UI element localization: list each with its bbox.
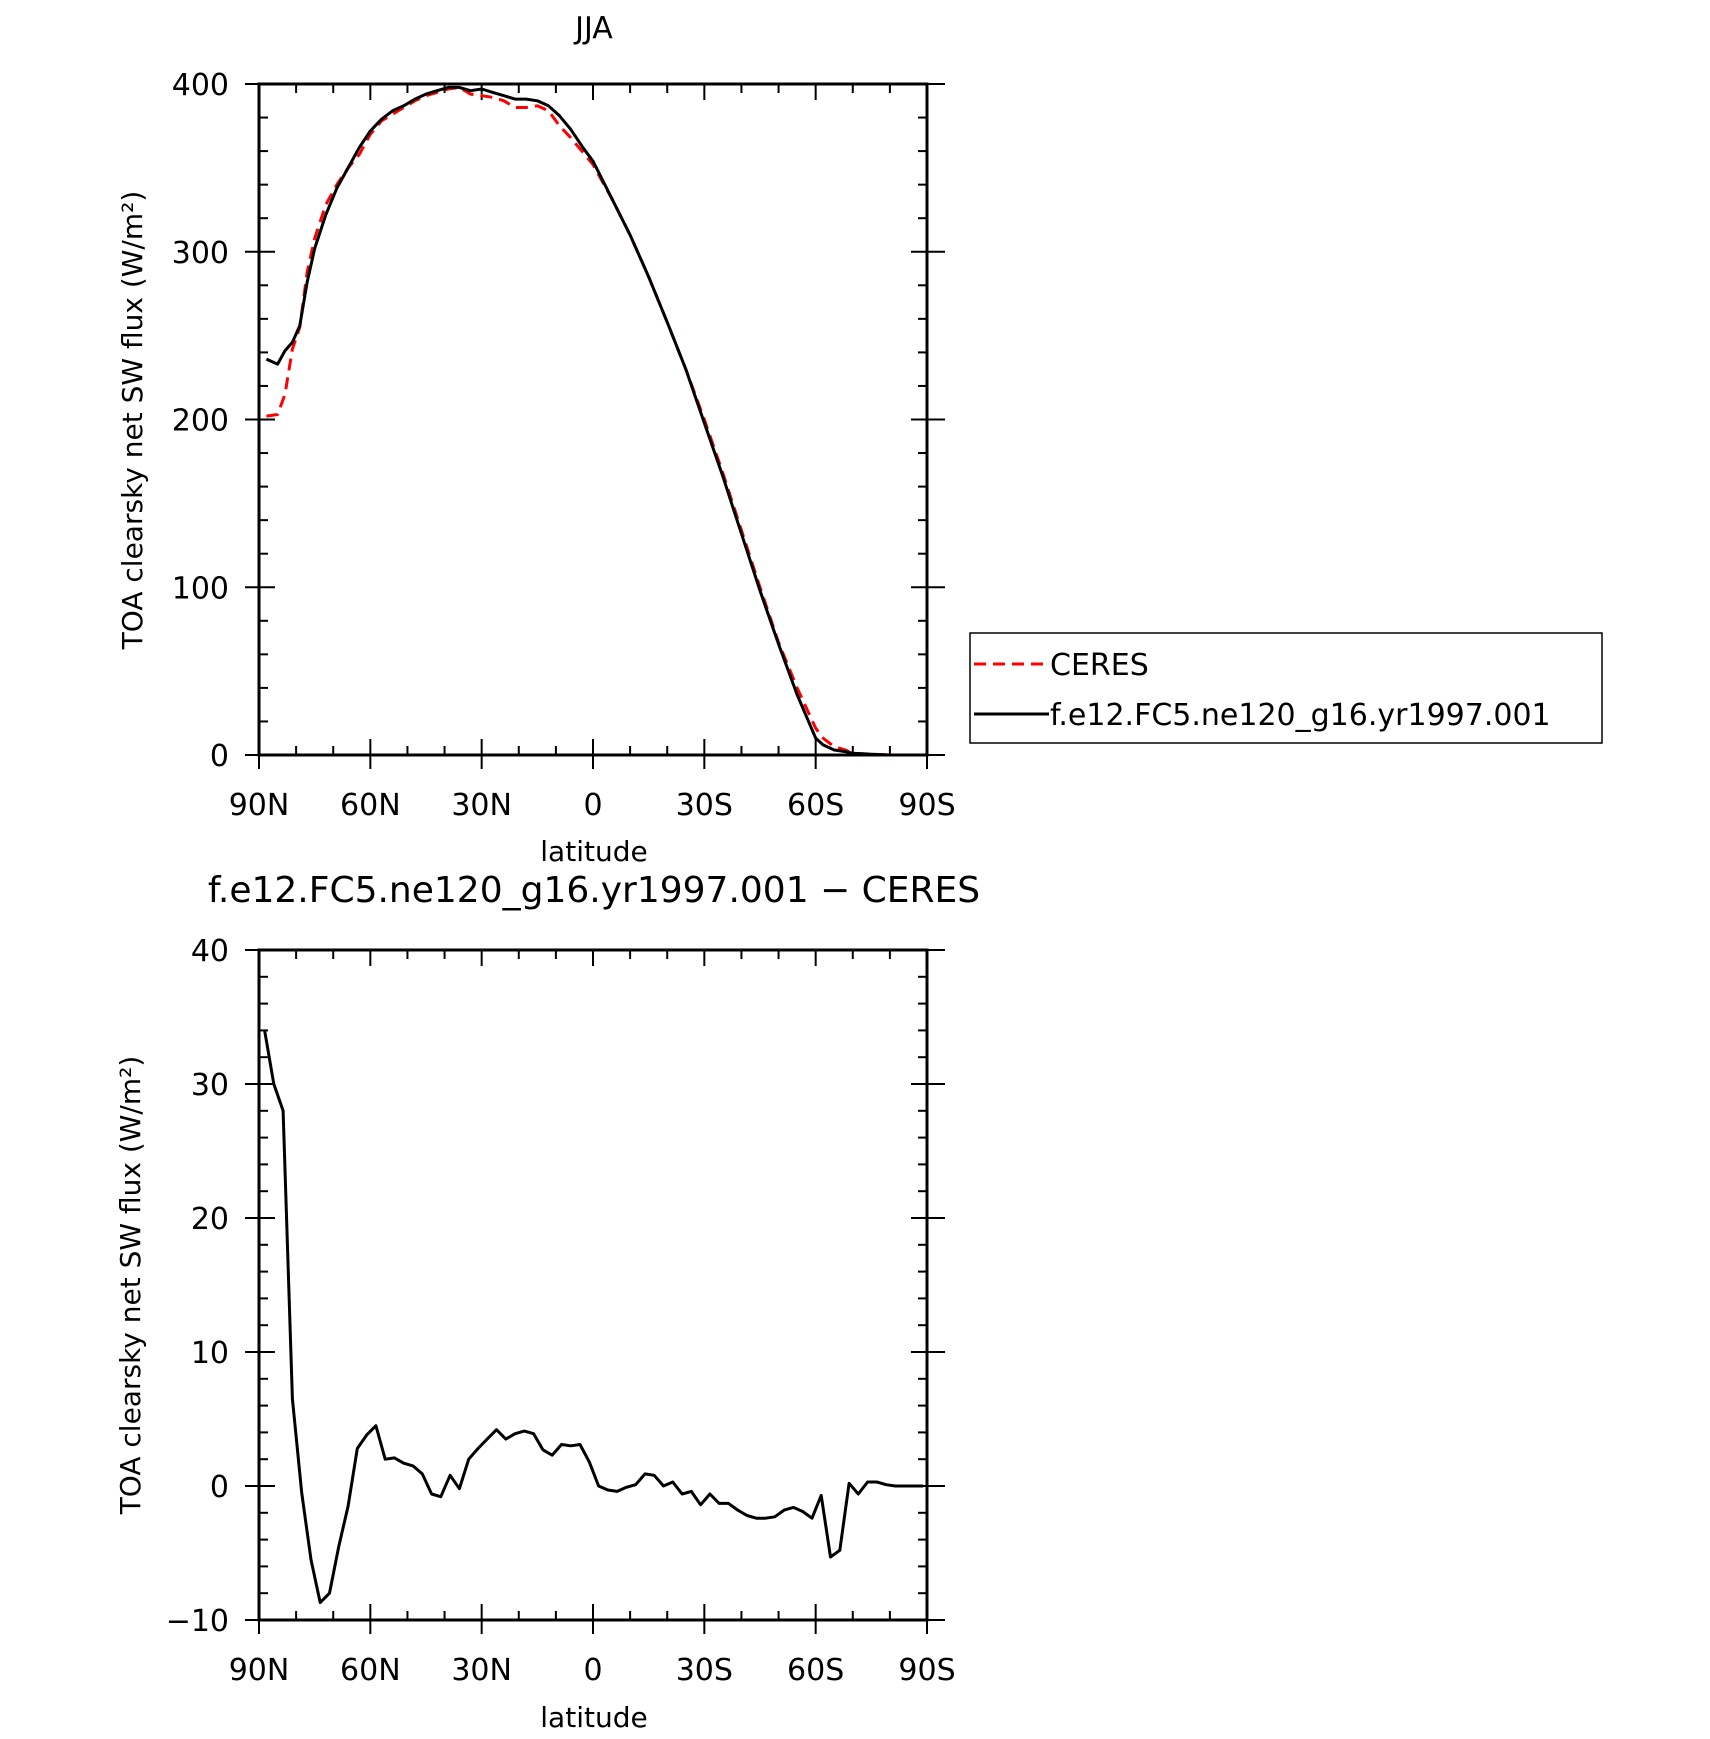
top-y-axis-label: TOA clearsky net SW flux (W/m²)	[116, 191, 149, 651]
top-x-tick-label: 60N	[340, 788, 401, 823]
bottom-x-tick-labels: 90N 60N 30N 0 30S 60S 90S	[229, 1653, 956, 1688]
bottom-y-tick-label: 20	[191, 1202, 229, 1237]
bottom-x-tick-label: 60N	[340, 1653, 401, 1688]
bottom-y-tick-label: 40	[191, 934, 229, 969]
top-x-axis-label: latitude	[540, 835, 647, 868]
bottom-x-tick-label: 0	[583, 1653, 602, 1688]
top-panel: JJA 90N 60N 30N 0 30S 60S 90S 0 100 200 300 400 la…	[116, 11, 956, 868]
bottom-series-line-1	[263, 1030, 924, 1605]
bottom-plot-frame	[257, 948, 929, 1622]
bottom-x-tick-label: 30S	[676, 1653, 733, 1688]
top-x-tick-labels: 90N 60N 30N 0 30S 60S 90S	[229, 788, 956, 823]
top-ticks	[245, 83, 945, 769]
top-y-tick-label: 200	[172, 404, 229, 439]
bottom-x-tick-label: 90N	[229, 1653, 290, 1688]
top-x-tick-label: 60S	[787, 788, 844, 823]
legend-label-model: f.e12.FC5.ne120_g16.yr1997.001	[1050, 698, 1551, 733]
bottom-y-tick-label: 30	[191, 1068, 229, 1103]
top-x-tick-label: 30N	[451, 788, 512, 823]
top-x-tick-label: 90S	[898, 788, 955, 823]
bottom-y-tick-label: 0	[210, 1470, 229, 1505]
top-x-tick-label: 90N	[229, 788, 290, 823]
bottom-y-tick-label: −10	[166, 1604, 229, 1639]
bottom-y-tick-labels: −10 0 10 20 30 40	[166, 934, 229, 1639]
bottom-chart-title: f.e12.FC5.ne120_g16.yr1997.001 − CERES	[208, 870, 980, 911]
top-series-line-1	[266, 85, 920, 757]
top-y-tick-label: 100	[172, 571, 229, 606]
top-series	[265, 85, 920, 757]
top-series-line-2	[265, 85, 920, 757]
top-x-tick-label: 30S	[676, 788, 733, 823]
bottom-ticks	[245, 949, 945, 1634]
bottom-x-tick-label: 30N	[451, 1653, 512, 1688]
legend-label-ceres: CERES	[1050, 648, 1149, 683]
bottom-y-axis-label: TOA clearsky net SW flux (W/m²)	[114, 1056, 147, 1516]
top-y-tick-labels: 0 100 200 300 400	[172, 68, 229, 774]
top-chart-title: JJA	[573, 11, 613, 46]
legend-box	[969, 632, 1603, 744]
top-y-tick-label: 400	[172, 68, 229, 103]
legend: CERES f.e12.FC5.ne120_g16.yr1997.001	[969, 632, 1603, 744]
bottom-panel: f.e12.FC5.ne120_g16.yr1997.001 − CERES 9…	[114, 870, 980, 1734]
top-x-tick-label: 0	[583, 788, 602, 823]
bottom-y-tick-label: 10	[191, 1336, 229, 1371]
bottom-x-tick-label: 90S	[898, 1653, 955, 1688]
top-plot-frame	[257, 82, 929, 757]
bottom-series	[263, 1030, 924, 1605]
bottom-x-tick-label: 60S	[787, 1653, 844, 1688]
top-y-tick-label: 300	[172, 236, 229, 271]
bottom-x-axis-label: latitude	[540, 1701, 647, 1734]
top-y-tick-label: 0	[210, 739, 229, 774]
